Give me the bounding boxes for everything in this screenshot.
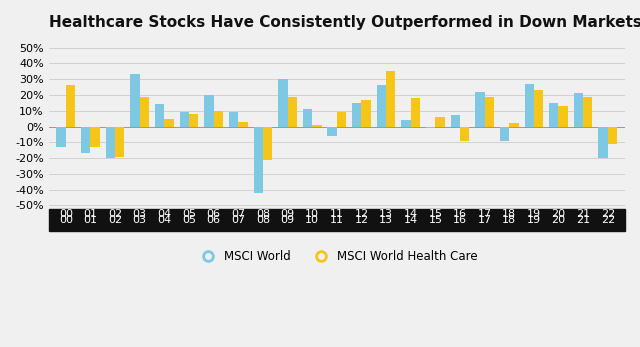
Bar xyxy=(189,114,198,127)
Bar xyxy=(263,127,272,160)
Text: 11: 11 xyxy=(330,215,344,225)
Text: Healthcare Stocks Have Consistently Outperformed in Down Markets: Healthcare Stocks Have Consistently Outp… xyxy=(49,15,640,30)
Text: 06: 06 xyxy=(207,215,221,225)
Text: 07: 07 xyxy=(231,215,245,225)
Bar xyxy=(328,127,337,136)
Bar xyxy=(278,79,287,127)
Bar xyxy=(81,127,90,153)
Text: 14: 14 xyxy=(404,209,418,219)
Text: 22: 22 xyxy=(600,215,615,225)
Bar xyxy=(229,112,238,127)
Text: 03: 03 xyxy=(132,215,147,225)
Bar xyxy=(608,127,617,144)
Text: 01: 01 xyxy=(83,209,97,219)
Bar xyxy=(435,117,445,127)
Text: 00: 00 xyxy=(59,215,73,225)
Text: 08: 08 xyxy=(256,215,270,225)
Bar xyxy=(312,125,321,127)
Bar xyxy=(386,71,396,127)
Bar xyxy=(164,119,173,127)
Text: 03: 03 xyxy=(132,209,147,219)
Text: 16: 16 xyxy=(453,209,467,219)
Bar xyxy=(525,84,534,127)
Bar xyxy=(155,104,164,127)
Bar xyxy=(401,120,411,127)
Bar xyxy=(49,209,625,231)
Text: 02: 02 xyxy=(108,215,122,225)
Bar xyxy=(180,112,189,127)
Text: 21: 21 xyxy=(576,209,590,219)
Text: 11: 11 xyxy=(330,209,344,219)
Bar xyxy=(484,96,494,127)
Bar xyxy=(115,127,124,156)
Bar xyxy=(476,92,484,127)
Text: 05: 05 xyxy=(182,209,196,219)
Bar xyxy=(377,85,386,127)
Text: 12: 12 xyxy=(355,209,369,219)
Legend: MSCI World, MSCI World Health Care: MSCI World, MSCI World Health Care xyxy=(191,245,483,268)
Bar xyxy=(500,127,509,141)
Bar xyxy=(534,90,543,127)
Bar xyxy=(426,127,435,128)
Text: 13: 13 xyxy=(379,209,393,219)
Text: 19: 19 xyxy=(527,215,541,225)
Bar xyxy=(303,109,312,127)
Text: 15: 15 xyxy=(428,215,442,225)
Bar xyxy=(90,127,100,147)
Bar xyxy=(337,112,346,127)
Text: 14: 14 xyxy=(404,215,418,225)
Bar xyxy=(66,85,76,127)
Text: 08: 08 xyxy=(256,209,270,219)
Bar xyxy=(598,127,608,158)
Bar xyxy=(131,74,140,127)
Text: 20: 20 xyxy=(552,215,566,225)
Text: 04: 04 xyxy=(157,215,172,225)
Bar xyxy=(352,103,362,127)
Text: 18: 18 xyxy=(502,215,516,225)
Text: 19: 19 xyxy=(527,209,541,219)
Text: 12: 12 xyxy=(355,215,369,225)
Bar xyxy=(56,127,66,147)
Bar xyxy=(460,127,469,141)
Text: 01: 01 xyxy=(83,215,97,225)
Bar xyxy=(574,93,583,127)
Text: 06: 06 xyxy=(207,209,221,219)
Text: 09: 09 xyxy=(280,215,294,225)
Text: 04: 04 xyxy=(157,209,172,219)
Bar xyxy=(509,124,518,127)
Bar xyxy=(451,116,460,127)
Text: 18: 18 xyxy=(502,209,516,219)
Bar xyxy=(362,100,371,127)
Bar xyxy=(214,111,223,127)
Bar xyxy=(204,95,214,127)
Bar xyxy=(287,96,297,127)
Bar xyxy=(559,106,568,127)
Text: 05: 05 xyxy=(182,215,196,225)
Text: 16: 16 xyxy=(453,215,467,225)
Text: 10: 10 xyxy=(305,209,319,219)
Text: 10: 10 xyxy=(305,215,319,225)
Bar xyxy=(253,127,263,193)
Bar xyxy=(549,103,559,127)
Text: 17: 17 xyxy=(477,209,492,219)
Text: 22: 22 xyxy=(600,209,615,219)
Text: 17: 17 xyxy=(477,215,492,225)
Text: 15: 15 xyxy=(428,209,442,219)
Text: 20: 20 xyxy=(552,209,566,219)
Text: 00: 00 xyxy=(59,209,73,219)
Bar xyxy=(238,122,248,127)
Bar xyxy=(583,96,593,127)
Text: 21: 21 xyxy=(576,215,590,225)
Bar xyxy=(411,98,420,127)
Bar xyxy=(140,96,149,127)
Text: 13: 13 xyxy=(379,215,393,225)
Text: 02: 02 xyxy=(108,209,122,219)
Bar xyxy=(106,127,115,158)
Text: 09: 09 xyxy=(280,209,294,219)
Text: 07: 07 xyxy=(231,209,245,219)
